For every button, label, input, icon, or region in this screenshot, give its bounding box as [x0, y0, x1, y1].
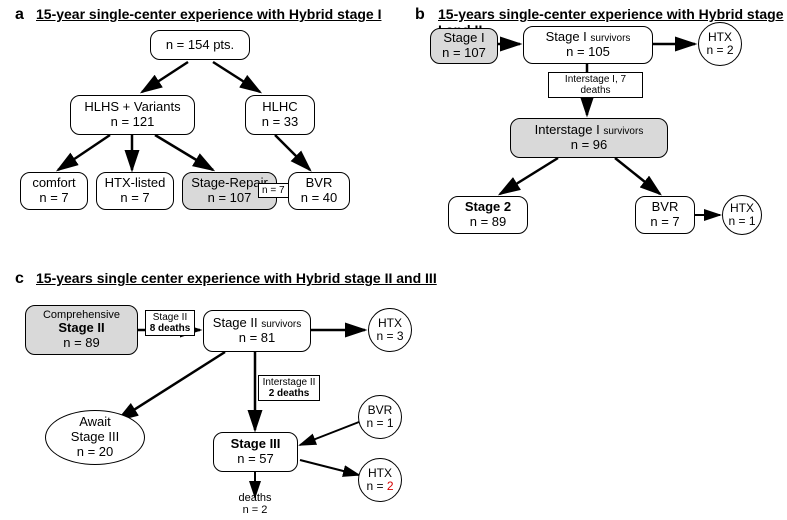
- node-text: Stage I: [443, 31, 484, 46]
- node-text: HTX-listed: [105, 176, 166, 191]
- panel-a-label: a: [15, 6, 24, 24]
- node-text: Interstage I survivors: [535, 123, 644, 138]
- label-n7: n = 7: [258, 183, 289, 198]
- node-stage2-survivors: Stage II survivors n = 81: [203, 310, 311, 352]
- node-text: Stage III: [71, 430, 119, 445]
- node-text: n = 57: [237, 452, 274, 467]
- node-text: n = 33: [262, 115, 299, 130]
- node-comprehensive-stage2: Comprehensive Stage II n = 89: [25, 305, 138, 355]
- node-text: n = 89: [470, 215, 507, 230]
- node-bvr1: BVR n = 1: [358, 395, 402, 439]
- node-text: n = 3: [376, 330, 403, 343]
- node-text: n = 2: [706, 44, 733, 57]
- node-text: n = 7: [650, 215, 679, 230]
- node-text: HLHS + Variants: [84, 100, 180, 115]
- panel-c-label: c: [15, 270, 24, 288]
- node-stage3: Stage III n = 57: [213, 432, 298, 472]
- node-text: Stage I survivors: [546, 30, 631, 45]
- node-text: n = 96: [571, 138, 608, 153]
- node-text: n = 20: [77, 445, 114, 460]
- node-text: n = 2: [366, 480, 393, 493]
- node-text: Await: [79, 415, 111, 430]
- node-root: n = 154 pts.: [150, 30, 250, 60]
- node-text: Stage II survivors: [213, 316, 301, 331]
- panel-b-label: b: [415, 6, 425, 24]
- node-text: n = 121: [111, 115, 155, 130]
- node-stage1-survivors: Stage I survivors n = 105: [523, 26, 653, 64]
- node-text: Stage III: [231, 437, 281, 452]
- label-interstage2: Interstage II 2 deaths: [258, 375, 320, 401]
- node-text: n = 89: [63, 336, 100, 351]
- node-text: n = 40: [301, 191, 338, 206]
- node-htx-red: HTX n = 2: [358, 458, 402, 502]
- panel-c-title: 15-years single center experience with H…: [36, 270, 437, 286]
- node-htxlisted: HTX-listed n = 7: [96, 172, 174, 210]
- label-interstage1: Interstage I, 7 deaths: [548, 72, 643, 98]
- node-bvr7: BVR n = 7: [635, 196, 695, 234]
- panel-a-title: 15-year single-center experience with Hy…: [36, 6, 381, 22]
- node-text: n = 107: [442, 46, 486, 61]
- node-text: n = 7: [39, 191, 68, 206]
- node-text: BVR: [652, 200, 679, 215]
- node-bvr: BVR n = 40: [288, 172, 350, 210]
- node-text: n = 7: [120, 191, 149, 206]
- node-text: Stage 2: [465, 200, 511, 215]
- node-text: n = 107: [208, 191, 252, 206]
- node-text: n = 105: [566, 45, 610, 60]
- node-hlhc: HLHC n = 33: [245, 95, 315, 135]
- node-htx2: HTX n = 2: [698, 22, 742, 66]
- label-stage2-8deaths: Stage II 8 deaths: [145, 310, 195, 336]
- node-interstage1-survivors: Interstage I survivors n = 96: [510, 118, 668, 158]
- node-htx1: HTX n = 1: [722, 195, 762, 235]
- node-text: n = 1: [366, 417, 393, 430]
- node-text: BVR: [306, 176, 333, 191]
- node-comfort: comfort n = 7: [20, 172, 88, 210]
- node-stage2: Stage 2 n = 89: [448, 196, 528, 234]
- node-hlhs: HLHS + Variants n = 121: [70, 95, 195, 135]
- node-text: Stage II: [58, 321, 104, 336]
- node-text: comfort: [32, 176, 75, 191]
- node-text: HLHC: [262, 100, 297, 115]
- node-text: Stage-Repair: [191, 176, 268, 191]
- node-text: n = 1: [728, 215, 755, 228]
- node-text: n = 154 pts.: [166, 38, 234, 53]
- node-htx3: HTX n = 3: [368, 308, 412, 352]
- node-stage1: Stage I n = 107: [430, 28, 498, 64]
- node-await-stage3: Await Stage III n = 20: [45, 410, 145, 465]
- node-text: n = 81: [239, 331, 276, 346]
- label-deaths: deaths n = 2: [235, 492, 275, 516]
